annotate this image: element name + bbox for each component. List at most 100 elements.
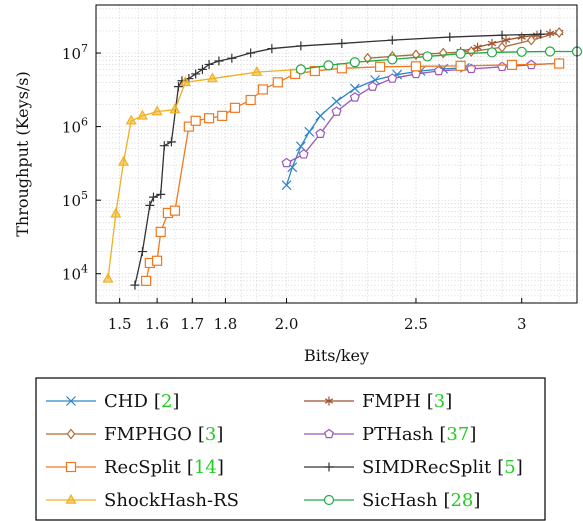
data-point xyxy=(497,30,507,40)
data-point xyxy=(203,113,215,124)
data-point xyxy=(281,157,292,168)
data-point xyxy=(214,56,224,66)
data-point xyxy=(141,275,152,286)
legend-item-chd: CHD [2] xyxy=(46,391,179,412)
data-point xyxy=(217,110,228,121)
data-point xyxy=(349,83,360,94)
data-point xyxy=(65,493,77,504)
series-line-pthash xyxy=(286,62,560,164)
data-point xyxy=(337,38,347,48)
data-point xyxy=(197,64,207,74)
x-tick-label: 2.5 xyxy=(404,315,428,333)
data-point xyxy=(410,68,421,79)
axis-ticks: 1.5 1.6 1.7 1.8 2.0 2.5 3 104 105 106 107 xyxy=(62,42,527,333)
legend-box xyxy=(35,377,546,521)
data-point xyxy=(497,61,508,72)
data-point xyxy=(272,77,283,88)
legend-label: PTHash [37] xyxy=(362,424,476,445)
data-point xyxy=(554,27,564,39)
legend: CHD [2] FMPH [3] FMPHGO [3] PTHash [37] RecSplit… xyxy=(35,377,546,521)
data-point xyxy=(554,58,565,69)
data-point xyxy=(66,396,76,406)
data-point xyxy=(166,137,176,147)
data-point xyxy=(65,461,77,473)
x-tick-label: 1.8 xyxy=(213,315,237,333)
data-point xyxy=(309,65,320,77)
legend-label: RecSplit [14] xyxy=(104,457,224,478)
data-point xyxy=(130,280,140,290)
data-point xyxy=(152,255,163,266)
data-point xyxy=(206,72,218,83)
legend-item-simdrecsplit: SIMDRecSplit [5] xyxy=(304,457,523,478)
y-tick-label: 104 xyxy=(62,263,88,284)
data-point xyxy=(323,60,334,71)
x-tick-label: 3 xyxy=(517,315,527,333)
data-point xyxy=(336,63,347,74)
data-point xyxy=(251,65,263,76)
legend-item-fmphgo: FMPHGO [3] xyxy=(46,424,223,445)
y-axis-label: Throughput (Keys/s) xyxy=(13,71,32,237)
series-line-recsplit xyxy=(145,62,560,281)
data-point xyxy=(374,61,386,72)
series-shockhash-rs xyxy=(102,63,307,283)
data-point xyxy=(156,189,166,199)
legend-label: FMPHGO [3] xyxy=(104,424,223,445)
y-tick-label: 106 xyxy=(62,116,88,137)
series-line-shockhash-rs xyxy=(107,68,301,279)
legend-label: ShockHash-RS xyxy=(104,490,239,511)
series-line-chd xyxy=(285,67,465,186)
data-point xyxy=(204,59,214,69)
data-point xyxy=(295,64,306,75)
data-point xyxy=(136,109,148,120)
data-point xyxy=(324,428,334,439)
data-point xyxy=(331,106,342,116)
data-point xyxy=(281,180,292,191)
data-point xyxy=(422,51,433,62)
data-point xyxy=(227,53,237,63)
x-tick-label: 1.6 xyxy=(145,315,169,333)
data-point xyxy=(245,94,256,106)
series-recsplit xyxy=(141,58,565,286)
data-point xyxy=(387,35,397,45)
series-line-fmph xyxy=(460,31,560,53)
data-point xyxy=(466,63,477,74)
legend-item-sichash: SicHash [28] xyxy=(304,490,480,511)
data-point xyxy=(173,82,183,92)
data-point xyxy=(125,114,137,125)
data-point xyxy=(102,272,114,283)
data-point xyxy=(387,73,398,83)
data-point xyxy=(367,81,378,91)
data-point xyxy=(526,34,536,46)
data-point xyxy=(315,128,326,138)
legend-label: FMPH [3] xyxy=(362,391,452,412)
data-point xyxy=(486,47,498,58)
data-point xyxy=(324,396,334,406)
legend-item-fmph: FMPH [3] xyxy=(304,391,452,412)
data-point xyxy=(66,428,76,440)
data-point xyxy=(190,115,201,126)
data-point xyxy=(169,205,181,216)
legend-item-recsplit: RecSplit [14] xyxy=(46,457,224,478)
data-point xyxy=(137,247,147,257)
data-point xyxy=(110,207,122,218)
data-point xyxy=(118,155,130,166)
y-tick-label: 107 xyxy=(62,42,88,63)
legend-label: SIMDRecSplit [5] xyxy=(362,457,523,478)
data-point xyxy=(501,35,511,45)
grid-lines xyxy=(96,5,577,304)
data-point xyxy=(349,92,360,102)
data-point xyxy=(324,462,334,472)
data-point xyxy=(544,46,556,57)
series-line-sichash xyxy=(300,50,577,71)
x-axis-label: Bits/key xyxy=(304,346,369,365)
data-point xyxy=(169,103,181,114)
data-point xyxy=(267,44,277,54)
data-point xyxy=(349,57,360,68)
y-tick-label: 105 xyxy=(62,189,88,210)
data-point xyxy=(516,46,527,57)
series-simdrecsplit xyxy=(130,29,546,290)
series-sichash xyxy=(295,46,583,75)
data-point xyxy=(257,84,268,95)
data-point xyxy=(455,60,466,71)
